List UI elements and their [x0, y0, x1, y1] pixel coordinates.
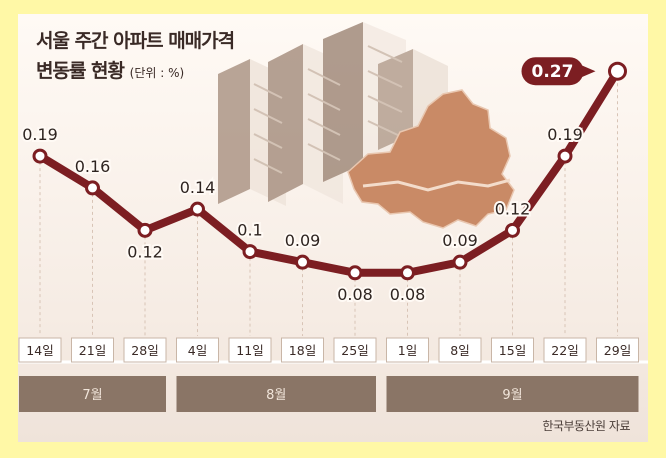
data-label: 0.12	[495, 199, 531, 218]
x-axis-band: 14일 21일 28일 4일 11일 18일 25일 1일 8일 15일 22일 29일 7월 8월 9월	[18, 337, 648, 412]
x-tick-label: 11일	[236, 343, 263, 358]
x-tick-box	[18, 337, 62, 363]
x-tick-box	[438, 337, 482, 363]
x-tick-label: 29일	[604, 343, 631, 358]
seoul-map-illustration	[347, 89, 515, 229]
data-point	[608, 61, 627, 81]
month-label: 9월	[502, 388, 522, 403]
data-point	[32, 148, 48, 164]
value-labels: 0.19 0.16 0.12 0.14 0.1 0.09 0.08 0.08 0.09 0.12 0…	[20, 57, 596, 306]
x-tick-box	[228, 337, 272, 363]
x-tick-box	[491, 337, 534, 363]
data-label: 0.08	[337, 285, 373, 304]
x-tick-box	[386, 337, 429, 363]
x-tick-label: 22일	[551, 343, 578, 358]
chart-title-line1: 서울 주간 아파트 매매가격	[36, 30, 235, 52]
month-label: 8월	[266, 388, 286, 403]
month-band	[386, 376, 639, 412]
x-tick-box	[123, 337, 167, 363]
month-band	[176, 376, 376, 412]
highlight-badge	[521, 57, 584, 86]
guide-lines	[39, 71, 618, 336]
data-point	[400, 265, 415, 281]
x-tick-box	[281, 337, 324, 363]
data-point	[242, 244, 258, 260]
data-point	[190, 201, 205, 217]
chart-unit: (단위 : %)	[129, 66, 185, 80]
x-tick-label: 4일	[188, 343, 207, 358]
data-label: 0.12	[127, 242, 163, 261]
chart-title-line2: 변동률 현황 (단위 : %)	[36, 56, 184, 83]
data-label: 0.14	[180, 178, 216, 197]
x-tick-label: 25일	[341, 343, 368, 358]
x-tick-box	[596, 337, 639, 363]
data-point	[295, 254, 310, 270]
x-tick-label: 21일	[79, 343, 106, 358]
data-label: 0.08	[390, 285, 426, 304]
x-tick-box	[543, 337, 587, 363]
month-band	[19, 376, 166, 412]
data-label: 0.27	[532, 62, 574, 82]
series-line	[36, 67, 622, 277]
x-tick-label: 15일	[499, 343, 526, 358]
data-label: 0.19	[22, 125, 58, 144]
x-tick-label: 18일	[289, 343, 316, 358]
data-label: 0.19	[547, 125, 583, 144]
x-tick-box	[71, 337, 114, 363]
chart-title-line2-text: 변동률 현황	[36, 60, 125, 82]
data-label: 0.09	[285, 231, 321, 250]
data-point	[137, 222, 153, 238]
data-point	[347, 265, 363, 281]
series-layer	[32, 61, 627, 281]
highlight-pointer	[581, 65, 596, 78]
x-tick-label: 8일	[450, 343, 469, 358]
x-tick-label: 28일	[131, 343, 158, 358]
source-note: 한국부동산원 자료	[542, 419, 630, 433]
month-label: 7월	[82, 388, 102, 403]
x-tick-label: 1일	[398, 343, 417, 358]
data-point	[557, 148, 573, 164]
x-tick-label: 14일	[26, 343, 53, 358]
han-river-illustration	[362, 178, 511, 192]
data-label: 0.1	[237, 221, 262, 240]
data-label: 0.09	[442, 231, 478, 250]
data-label: 0.16	[75, 157, 111, 176]
data-point	[452, 254, 468, 270]
data-point	[505, 222, 520, 238]
x-tick-box	[176, 337, 219, 363]
chart-frame: 14일 21일 28일 4일 11일 18일 25일 1일 8일 15일 22일 29일 7월 8월 9월 …	[18, 14, 648, 442]
x-tick-box	[333, 337, 377, 363]
data-point	[85, 180, 100, 196]
